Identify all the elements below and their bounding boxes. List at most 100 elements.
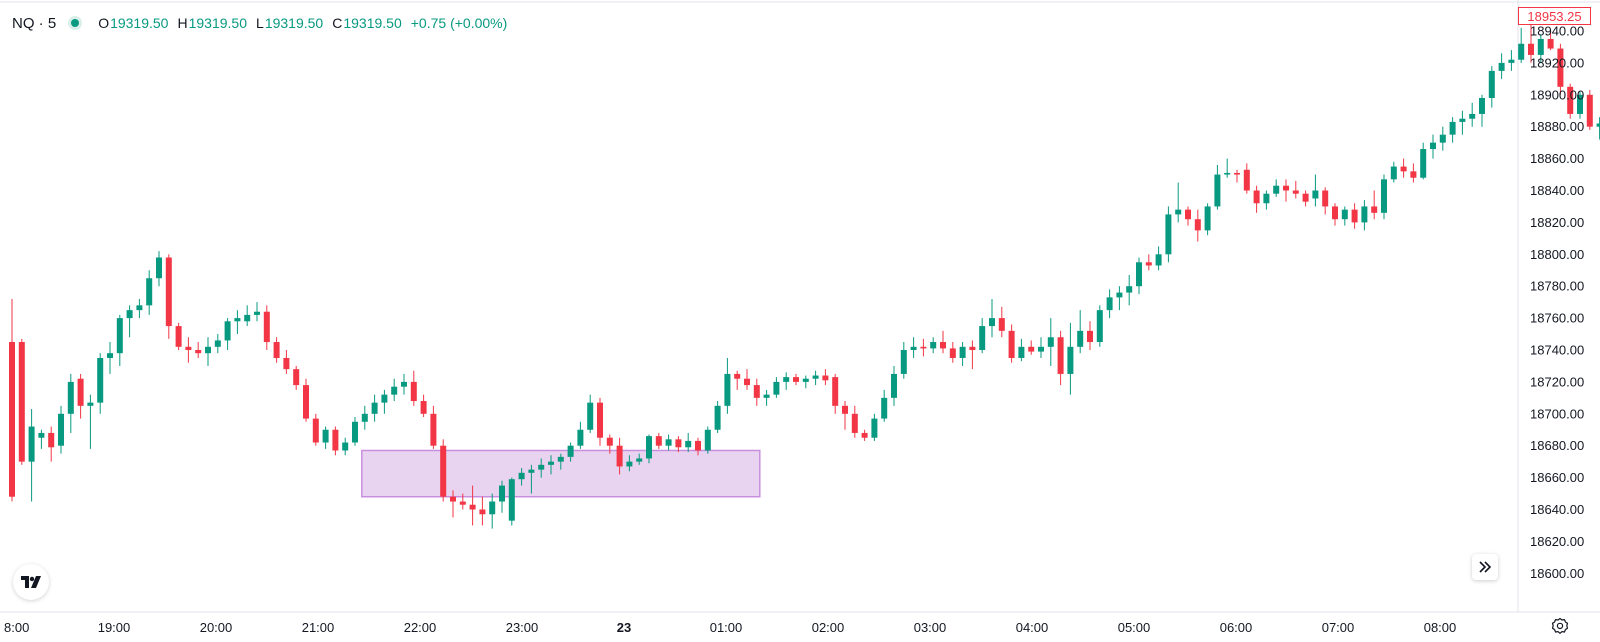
candle <box>185 337 192 363</box>
time-tick-label: 05:00 <box>1118 620 1151 635</box>
candles-layer <box>9 21 1600 529</box>
candle-body <box>979 326 986 350</box>
close-value: 19319.50 <box>343 15 402 31</box>
time-tick-label: 04:00 <box>1016 620 1049 635</box>
candle-body <box>842 405 848 414</box>
candle <box>606 434 613 454</box>
candle <box>920 338 927 357</box>
candle <box>1243 163 1250 194</box>
candle <box>714 401 721 433</box>
candle <box>1508 50 1515 71</box>
candle <box>1057 330 1064 386</box>
candle-body <box>1439 134 1446 143</box>
candle <box>832 373 839 414</box>
candle-body <box>381 394 388 403</box>
candle <box>28 409 35 502</box>
candle-body <box>1018 346 1025 358</box>
candle <box>420 394 427 417</box>
candle-body <box>714 405 721 430</box>
candle-body <box>744 378 750 386</box>
candle-body <box>1430 142 1436 150</box>
candle-body <box>998 318 1005 331</box>
candle-body <box>1518 43 1525 60</box>
candle-body <box>1155 254 1162 266</box>
candle-body <box>136 305 143 311</box>
candle-body <box>753 385 760 398</box>
chart-settings-button[interactable] <box>1550 616 1570 636</box>
candle-body <box>58 413 64 446</box>
candle-body <box>1077 330 1084 347</box>
candle-body <box>126 310 133 319</box>
candle <box>214 334 221 354</box>
candle-body <box>606 437 613 446</box>
candle-body <box>557 456 564 462</box>
candle <box>567 442 574 462</box>
candle-body <box>508 479 515 521</box>
candle-body <box>616 445 623 467</box>
candle <box>1400 158 1407 178</box>
candle-body <box>469 504 476 510</box>
candle <box>401 373 407 395</box>
candle <box>783 372 790 390</box>
candle-body <box>1008 330 1015 358</box>
candle-body <box>391 386 398 395</box>
candle-body <box>930 342 937 349</box>
candle-body <box>528 469 535 473</box>
candle-body <box>636 458 643 462</box>
candle <box>1096 305 1103 347</box>
time-tick-label: 03:00 <box>914 620 947 635</box>
candle-body <box>293 369 300 386</box>
scroll-to-realtime-button[interactable] <box>1472 554 1498 580</box>
candle-body <box>940 342 946 349</box>
price-tick-label: 18860.00 <box>1530 151 1584 166</box>
candle-body <box>77 378 84 406</box>
time-tick-label: 23 <box>617 620 631 635</box>
price-tick-label: 18620.00 <box>1530 534 1584 549</box>
candle <box>361 405 368 430</box>
candle-body <box>1038 346 1044 352</box>
candle <box>9 298 15 502</box>
candle <box>1537 34 1544 63</box>
price-axis[interactable]: 18940.00 18920.00 18900.00 18880.00 18860.00… <box>1530 24 1584 581</box>
market-status-dot-icon[interactable] <box>68 16 83 30</box>
candle <box>293 365 300 390</box>
time-tick-label: 21:00 <box>302 620 335 635</box>
candle <box>734 370 741 390</box>
candle-body <box>1253 190 1260 204</box>
candle-body <box>1479 97 1485 114</box>
candle-body <box>1341 209 1348 220</box>
candle-body <box>342 442 349 451</box>
candle-body <box>48 432 55 448</box>
candle <box>410 370 417 406</box>
candle-body <box>1469 113 1476 119</box>
gear-icon <box>1551 617 1569 634</box>
candle-body <box>440 445 447 497</box>
candle <box>87 394 94 449</box>
close-label: C <box>332 15 343 31</box>
candle-body <box>1204 206 1211 231</box>
candle <box>312 413 319 446</box>
candle-body <box>1390 166 1397 180</box>
candle-body <box>175 326 182 347</box>
candle <box>126 305 133 338</box>
candle <box>459 493 466 510</box>
candle-body <box>538 464 545 470</box>
symbol-label[interactable]: NQ · 5 <box>12 14 57 32</box>
candle-body <box>489 501 496 515</box>
candle-body <box>18 342 25 462</box>
candle <box>793 373 799 386</box>
candle <box>675 436 682 453</box>
candle-body <box>783 377 790 382</box>
tradingview-logo-icon[interactable] <box>13 564 49 600</box>
candle-body <box>1322 190 1329 207</box>
time-axis[interactable]: 8:00 19:00 20:00 21:00 22:00 23:00 23 01:00 02:0… <box>4 620 1456 635</box>
candle <box>254 302 260 322</box>
candle <box>38 429 45 449</box>
candle <box>1410 163 1417 183</box>
candle <box>773 377 780 398</box>
candle <box>499 480 505 513</box>
candle-body <box>1047 337 1054 347</box>
candle-body <box>518 472 525 480</box>
